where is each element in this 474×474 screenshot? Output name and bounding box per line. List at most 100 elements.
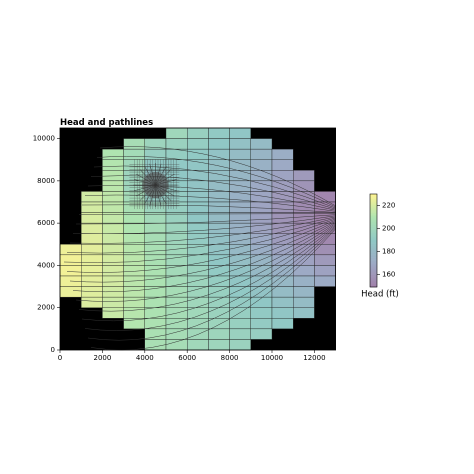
colorbar-segment (370, 240, 377, 243)
cell (123, 296, 145, 308)
cell (59, 244, 82, 256)
colorbar-segment (370, 256, 377, 258)
x-tick-label: 6000 (178, 354, 196, 362)
colorbar-segment (370, 282, 377, 285)
x-tick-label: 2000 (93, 354, 111, 362)
x-tick-label: 12000 (303, 354, 325, 362)
cell (165, 201, 188, 213)
well-pathline (136, 184, 156, 197)
cell (250, 159, 273, 171)
cell (80, 254, 103, 266)
cell (144, 286, 167, 298)
cell (165, 127, 188, 139)
well-pathline (155, 173, 175, 186)
cell (208, 339, 230, 351)
colorbar-segment (370, 229, 377, 232)
pathline (93, 165, 336, 209)
cell (293, 265, 315, 277)
y-tick-label: 10000 (33, 135, 55, 143)
pathline (78, 213, 336, 215)
cell (80, 275, 103, 287)
cell (229, 328, 252, 340)
cell (144, 244, 167, 256)
cell (186, 254, 209, 266)
colorbar-segment (370, 277, 377, 280)
cell (123, 148, 145, 160)
cell (102, 159, 124, 171)
pathline (69, 216, 336, 244)
cell (250, 318, 273, 330)
cell (144, 233, 167, 245)
cell (293, 286, 315, 298)
colorbar-segment (370, 254, 377, 257)
pathline (69, 221, 336, 283)
colorbar-segment (370, 197, 377, 199)
colorbar-segment (370, 266, 377, 269)
cell (102, 275, 124, 287)
colorbar-segment (370, 226, 377, 229)
well-pathline (155, 184, 175, 197)
well-pathline (144, 184, 156, 205)
axes: 0 2000 4000 6000 8000 10000 12000 0 2000 4000 6000… (33, 135, 326, 362)
cell (165, 296, 188, 308)
cell (314, 275, 336, 287)
well-pathline (149, 163, 156, 186)
cell (293, 212, 315, 224)
colorbar-segment (370, 235, 377, 238)
cell (293, 170, 315, 182)
colorbar-segment (370, 194, 377, 196)
colorbar-tick-label: 160 (382, 270, 395, 278)
cell (186, 159, 209, 171)
cell (293, 307, 315, 319)
cell (293, 191, 315, 203)
colorbar-segment (370, 237, 377, 240)
colorbar-segment (370, 206, 377, 209)
pathline (72, 215, 336, 234)
cell (165, 233, 188, 245)
cell (123, 138, 145, 150)
cell (123, 159, 145, 171)
colorbar-frame (369, 193, 378, 288)
cell (186, 265, 209, 277)
pathline (81, 225, 336, 322)
colorbar-segment (370, 269, 377, 272)
cell (144, 307, 167, 319)
colorbar-segment (370, 212, 377, 215)
colorbar-segment (370, 260, 377, 263)
colorbar-segment (370, 221, 377, 224)
cell (314, 254, 336, 266)
cell (229, 296, 252, 308)
cell (250, 328, 273, 340)
pathline (81, 204, 336, 213)
colorbar-segment (370, 207, 377, 210)
cell (102, 233, 124, 245)
cell (271, 296, 294, 308)
x-tick-label: 0 (58, 354, 62, 362)
colorbar-segment (370, 265, 377, 268)
cell (250, 233, 273, 245)
colorbar-segment (370, 283, 377, 286)
cell (186, 127, 209, 139)
cell (229, 286, 252, 298)
cell (250, 148, 273, 160)
y-tick-label: 4000 (37, 261, 55, 269)
colorbar-segment (370, 214, 377, 216)
cell (208, 307, 230, 319)
x-tick-label: 10000 (261, 354, 283, 362)
colorbar-segment (370, 279, 377, 282)
cell (186, 328, 209, 340)
cell (250, 212, 273, 224)
pathline (90, 175, 336, 210)
cell (144, 148, 167, 160)
colorbar-segment (370, 248, 377, 251)
cell (123, 254, 145, 266)
colorbar-segment (370, 263, 377, 266)
well-pathline (149, 185, 156, 207)
well-pathline (155, 184, 177, 192)
cell (229, 318, 252, 330)
cell (165, 244, 188, 256)
pathlines (63, 146, 336, 351)
pathline (84, 194, 336, 212)
